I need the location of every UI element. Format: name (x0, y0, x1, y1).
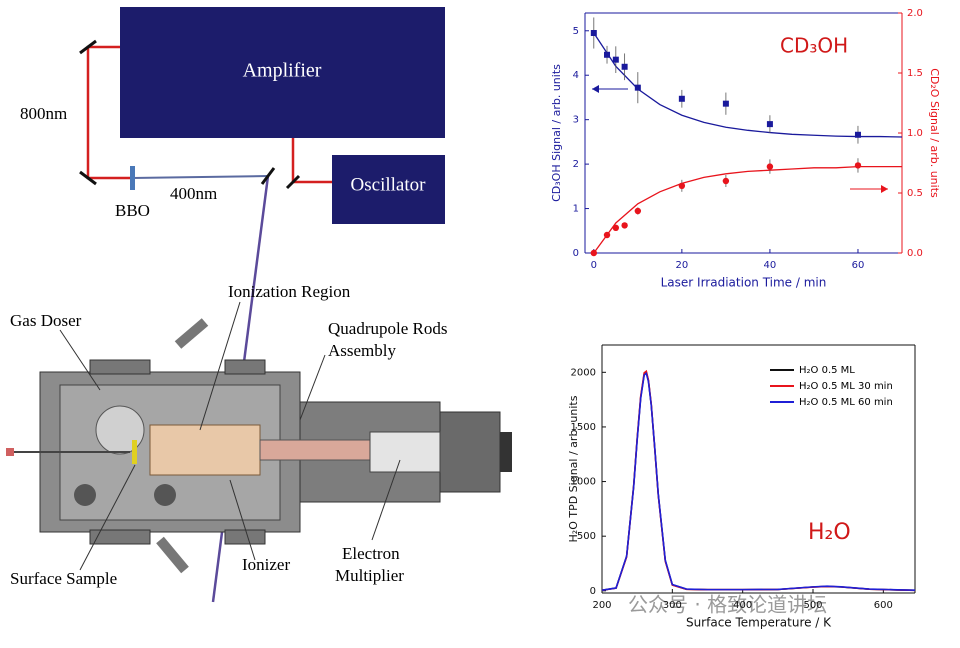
x-tick-label: 600 (874, 600, 893, 611)
y2-tick-label: 0.0 (907, 248, 923, 259)
x-tick-label: 400 (733, 600, 752, 611)
point (766, 163, 774, 170)
point (634, 207, 642, 215)
arrow-head (881, 185, 888, 193)
watermark: 公众号 · 格致论道讲坛 (628, 593, 827, 617)
x-axis-label: Surface Temperature / K (686, 616, 832, 630)
x-tick-label: 60 (852, 260, 865, 271)
point (854, 162, 862, 169)
annotation: CD₃OH (780, 34, 848, 58)
legend-label: H₂O 0.5 ML 60 min (799, 397, 893, 408)
x-tick-label: 200 (592, 600, 611, 611)
arrow-head (592, 85, 599, 93)
x-tick-label: 0 (591, 260, 597, 271)
legend-label: H₂O 0.5 ML 30 min (799, 381, 893, 392)
y-tick-label: 3 (573, 115, 579, 126)
line (601, 372, 916, 591)
y2-axis-label: CD₂O Signal / arb. units (928, 68, 941, 198)
legend-label: H₂O 0.5 ML (799, 365, 855, 376)
label: Ionization Region (228, 282, 351, 301)
x-tick-label: 40 (764, 260, 777, 271)
y-tick-label: 1500 (571, 422, 596, 433)
point (722, 100, 729, 107)
y-tick-label: 4 (573, 70, 579, 81)
y2-tick-label: 1.0 (907, 128, 923, 139)
fit-curve (593, 165, 902, 254)
label: Ionizer (242, 555, 290, 574)
y-tick-label: 1000 (571, 477, 596, 488)
x-axis-label: Laser Irradiation Time / min (661, 276, 827, 290)
y-tick-label: 5 (573, 26, 579, 37)
point (621, 222, 628, 229)
y-tick-label: 2 (573, 159, 579, 170)
y2-tick-label: 1.5 (907, 68, 923, 79)
point (722, 177, 730, 185)
red-beam (291, 138, 332, 184)
red-beam (86, 45, 132, 180)
leader-lines (59, 301, 401, 571)
label: 400nm (170, 184, 217, 203)
label: Quadrupole Rods (328, 319, 447, 338)
y2-tick-label: 2.0 (907, 8, 923, 19)
point (621, 63, 628, 70)
y2-tick-label: 0.5 (907, 188, 923, 199)
oscillator-box (332, 155, 445, 224)
fit-curve (593, 32, 903, 138)
point (603, 231, 611, 239)
y-tick-label: 0 (590, 586, 596, 597)
label: Electron (342, 544, 400, 563)
point (678, 182, 686, 189)
label: 800nm (20, 104, 67, 123)
y-axis-label: CD₃OH Signal / arb. units (550, 64, 563, 202)
label: Multiplier (335, 566, 404, 585)
point (634, 84, 641, 91)
point (604, 51, 611, 58)
y-axis-label: H₂O TPD Signal / arb. units (567, 395, 580, 542)
x-tick-label: 20 (675, 260, 688, 271)
x-tick-label: 300 (663, 600, 682, 611)
y-tick-label: 2000 (571, 367, 596, 378)
point (766, 121, 773, 128)
point (590, 249, 598, 257)
label: Assembly (328, 341, 397, 360)
label: Amplifier (243, 60, 322, 82)
y-tick-label: 0 (573, 248, 579, 259)
x-tick-label: 500 (803, 600, 822, 611)
label: Gas Doser (10, 311, 82, 330)
point (612, 56, 619, 63)
chamber (6, 318, 512, 574)
y-tick-label: 1 (573, 204, 579, 215)
mirrors (79, 39, 301, 190)
label: Oscillator (351, 174, 427, 195)
annotation: H₂O (808, 520, 851, 545)
amplifier-box (120, 7, 445, 138)
point (854, 131, 861, 138)
point (612, 224, 620, 231)
bbo-crystal (130, 166, 135, 190)
point (590, 30, 597, 36)
blue-beam (131, 175, 269, 179)
point (678, 95, 685, 102)
label: BBO (115, 201, 150, 220)
y-tick-label: 500 (577, 531, 596, 542)
label: Surface Sample (10, 569, 117, 588)
